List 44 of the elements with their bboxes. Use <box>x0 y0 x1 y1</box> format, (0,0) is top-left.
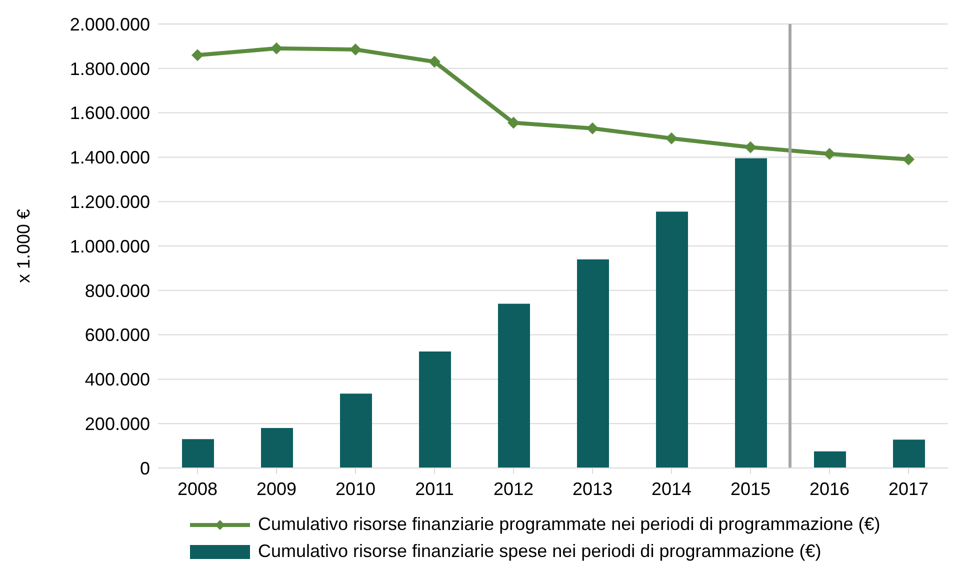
point <box>824 148 836 160</box>
x-tick-label: 2017 <box>888 478 929 499</box>
y-tick-label: 400.000 <box>84 370 150 390</box>
legend-label: Cumulativo risorse finanziarie spese nei periodi di programmazione (€) <box>258 541 822 562</box>
point <box>666 132 678 144</box>
bar <box>419 351 451 468</box>
y-tick-label: 0 <box>140 458 150 478</box>
bar <box>340 394 372 468</box>
point <box>192 49 204 62</box>
y-tick-label: 1.000.000 <box>70 236 150 256</box>
bar <box>577 259 609 468</box>
y-axis-title: x 1.000 € <box>13 208 34 284</box>
x-tick-label: 2009 <box>256 478 297 499</box>
point <box>744 141 756 154</box>
point <box>270 42 282 54</box>
y-tick-label: 1.400.000 <box>70 148 150 168</box>
bar <box>182 439 214 468</box>
x-tick-label: 2012 <box>493 478 534 499</box>
x-tick-label: 2011 <box>415 478 454 499</box>
bar <box>893 440 925 468</box>
point <box>428 56 440 68</box>
x-tick-label: 2010 <box>335 478 376 499</box>
point <box>508 116 520 129</box>
point <box>586 122 598 134</box>
bar <box>498 304 530 468</box>
x-tick-label: 2016 <box>809 478 850 499</box>
x-tick-label: 2008 <box>177 478 218 499</box>
x-tick-label: 2014 <box>651 478 692 499</box>
y-tick-label: 1.200.000 <box>70 192 150 212</box>
bar <box>814 451 846 468</box>
y-tick-label: 600.000 <box>84 325 150 346</box>
y-tick-label: 2.000.000 <box>70 14 150 34</box>
bar <box>261 428 293 468</box>
bar <box>735 158 767 468</box>
y-tick-label: 1.600.000 <box>70 103 150 124</box>
point <box>350 44 362 56</box>
y-tick-label: 1.800.000 <box>70 58 150 79</box>
bar <box>656 212 688 468</box>
y-tick-label: 800.000 <box>84 280 150 301</box>
point <box>902 153 914 166</box>
x-tick-label: 2013 <box>572 478 613 499</box>
legend-label: Cumulativo risorse finanziarie programmate nei periodi di programmazione (€) <box>258 514 880 535</box>
y-tick-label: 200.000 <box>84 414 150 434</box>
x-tick-label: 2015 <box>730 478 771 499</box>
